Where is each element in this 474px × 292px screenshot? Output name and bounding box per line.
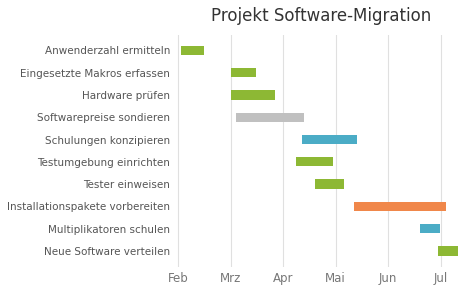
Bar: [181, 46, 204, 55]
Bar: [315, 179, 344, 189]
Bar: [236, 113, 304, 122]
Bar: [231, 90, 275, 100]
Bar: [296, 157, 333, 166]
Bar: [420, 224, 440, 233]
Title: Projekt Software-Migration: Projekt Software-Migration: [211, 7, 431, 25]
Bar: [301, 135, 357, 144]
Bar: [231, 68, 256, 77]
Bar: [438, 246, 458, 256]
Bar: [354, 202, 446, 211]
